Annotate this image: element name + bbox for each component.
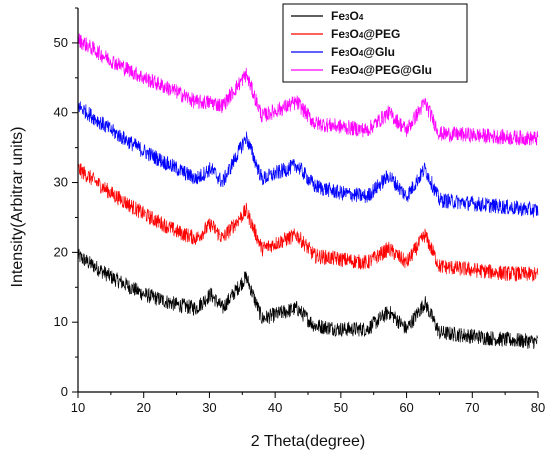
x-tick-label: 30	[202, 400, 216, 415]
x-axis-title: 2 Theta(degree)	[251, 433, 365, 450]
y-tick-label: 50	[54, 35, 68, 50]
x-tick-label: 80	[531, 400, 545, 415]
y-tick-label: 30	[54, 175, 68, 190]
x-tick-label: 10	[71, 400, 85, 415]
y-tick-label: 10	[54, 314, 68, 329]
y-tick-label: 20	[54, 244, 68, 259]
y-axis-title: Intensity(Arbitrar units)	[9, 127, 26, 288]
x-tick-label: 70	[465, 400, 479, 415]
y-tick-label: 40	[54, 105, 68, 120]
series-line-2	[77, 101, 539, 218]
legend-label-0: Fe3O4	[331, 9, 364, 23]
legend-label-2: Fe3O4@Glu	[331, 45, 395, 59]
x-tick-label: 40	[268, 400, 282, 415]
series-line-1	[77, 163, 539, 282]
legend-label-1: Fe3O4@PEG	[331, 27, 400, 41]
x-tick-label: 60	[399, 400, 413, 415]
x-tick-label: 50	[334, 400, 348, 415]
legend-box	[282, 3, 468, 83]
legend-label-3: Fe3O4@PEG@Glu	[331, 63, 432, 77]
y-tick-label: 0	[61, 384, 68, 399]
series-line-0	[77, 248, 539, 349]
series-line-3	[77, 33, 539, 146]
legend: Fe3O4 Fe3O4@PEG Fe3O4@Glu Fe3O4@PEG@Glu	[282, 3, 468, 83]
series-layer	[77, 33, 539, 349]
x-tick-label: 20	[136, 400, 150, 415]
